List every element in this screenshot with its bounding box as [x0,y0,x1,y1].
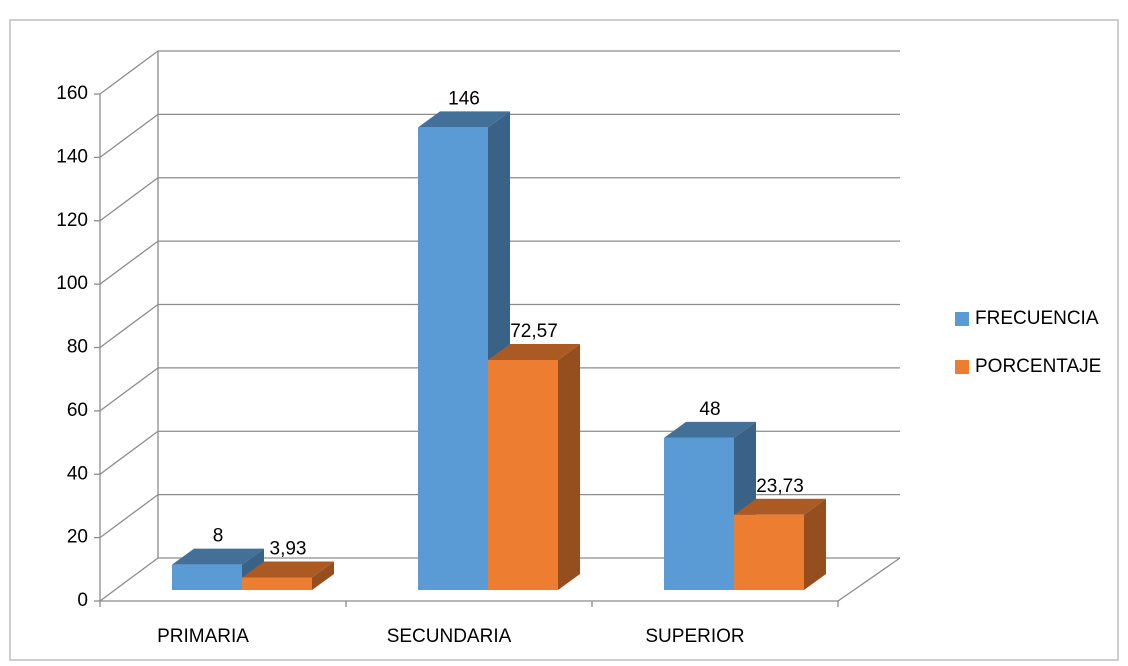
grid-line [99,240,900,285]
grid-line [99,367,900,412]
bar-top [172,548,264,565]
grid-line [99,493,900,539]
data-label: 146 [448,88,480,109]
data-label: 48 [699,399,720,420]
bar-front [418,127,488,591]
bar-top [418,111,510,128]
grid-line [99,50,900,95]
y-tick-label: 80 [67,337,88,358]
bar [734,498,826,590]
grid-line [99,113,900,158]
bar-front [664,437,734,590]
y-tick-label: 120 [56,210,88,231]
bar-side [558,344,580,590]
grid-line [99,177,900,222]
bar-top [488,344,580,361]
bar-side [804,498,826,590]
bar-front [172,564,242,590]
bar-top [664,421,756,438]
bar-front [734,514,804,590]
y-tick-label: 40 [67,463,88,484]
x-tick-label: SECUNDARIA [387,626,512,647]
legend-swatch [955,312,969,326]
grid-line [99,303,900,349]
y-tick-label: 160 [56,83,88,104]
bar-side [312,561,334,590]
legend-label: PORCENTAJE [975,356,1101,377]
grid-line [99,430,900,475]
x-tick-label: SUPERIOR [645,626,744,647]
bar-top [242,561,334,578]
data-label: 72,57 [510,321,558,342]
legend-label: FRECUENCIA [975,308,1099,329]
x-tick-label: PRIMARIA [157,626,249,647]
data-label: 8 [213,526,224,547]
y-tick-label: 140 [56,146,88,167]
data-label: 23,73 [756,476,804,497]
bar [488,344,580,590]
bar-front [242,577,312,590]
bar [242,561,334,590]
y-tick-label: 20 [67,527,88,548]
legend-swatch [955,360,969,374]
y-tick-label: 100 [56,273,88,294]
grid-line [99,557,900,602]
bar-front [488,360,558,590]
y-tick-label: 0 [77,590,88,611]
data-label: 3,93 [270,539,307,560]
y-tick-label: 60 [67,400,88,421]
bar-top [734,498,826,515]
